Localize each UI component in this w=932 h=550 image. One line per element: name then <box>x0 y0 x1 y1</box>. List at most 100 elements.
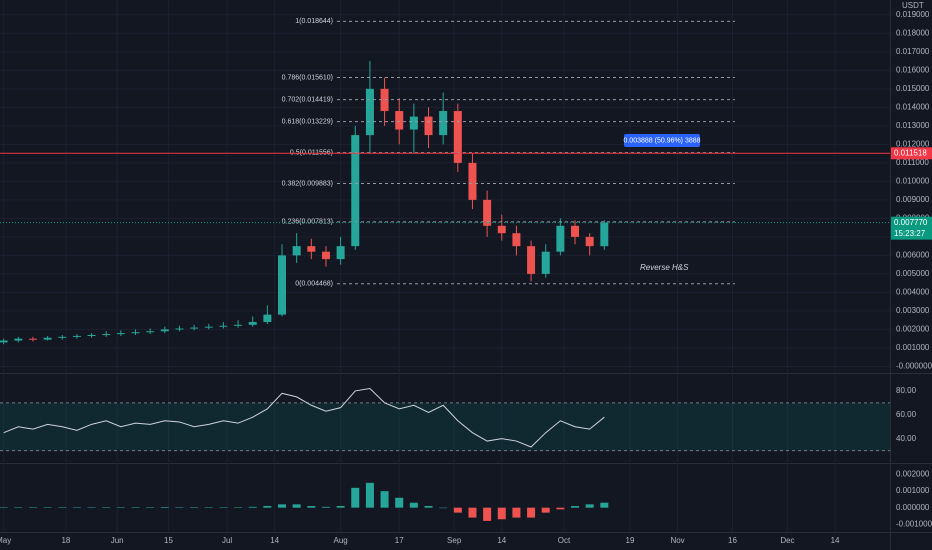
macd-histogram-bar <box>571 506 580 508</box>
candle-body <box>556 225 565 252</box>
y-tick-label: 0.013000 <box>896 121 930 130</box>
candle-body <box>278 255 287 315</box>
x-tick-label: Aug <box>334 536 348 545</box>
candle-body <box>190 327 199 329</box>
candle-body <box>483 199 492 226</box>
macd-histogram-bar <box>307 506 316 508</box>
candle-body <box>512 233 521 247</box>
y-tick-label: 0.006000 <box>896 251 930 260</box>
candle-body <box>204 326 213 328</box>
x-tick-label: 14 <box>270 536 279 545</box>
y-tick-label: 0.011000 <box>896 158 929 167</box>
y-tick-label: 0.018000 <box>896 28 930 37</box>
y-tick-label: 0.010000 <box>896 176 930 185</box>
x-tick-label: 19 <box>626 536 635 545</box>
macd-histogram-bar <box>497 507 506 520</box>
fib-level-label: 0.786(0.015610) <box>282 74 333 81</box>
macd-histogram-bar <box>175 507 184 508</box>
y-tick-label: 0.002000 <box>896 325 930 334</box>
x-tick-label: Oct <box>558 536 571 545</box>
y-tick-label: 0.002000 <box>896 470 930 479</box>
rsi-band <box>0 402 890 451</box>
y-tick-label: 0.009000 <box>896 195 930 204</box>
candle-body <box>395 111 404 130</box>
x-tick-label: May <box>0 536 11 545</box>
candle-body <box>219 325 228 327</box>
y-tick-label: 0.000000 <box>896 503 930 512</box>
countdown: 15:23:27 <box>894 229 926 238</box>
candle-body <box>571 225 580 237</box>
candle-body <box>116 333 125 335</box>
candle-body <box>58 336 67 338</box>
currency-label: USDT <box>902 1 924 10</box>
y-tick-label: -0.000000 <box>896 362 932 371</box>
macd-histogram-bar <box>351 487 360 508</box>
macd-histogram-bar <box>292 504 301 508</box>
fib-level-label: 0.618(0.013229) <box>282 118 333 125</box>
y-tick-label: 0.003000 <box>896 306 930 315</box>
candle-body <box>248 322 257 325</box>
x-tick-label: 14 <box>497 536 506 545</box>
candle-body <box>131 332 140 334</box>
macd-histogram-bar <box>102 507 111 508</box>
macd-histogram-bar <box>380 491 389 508</box>
x-tick-label: 16 <box>728 536 737 545</box>
x-tick-label: Jul <box>222 536 232 545</box>
candle-body <box>424 116 433 136</box>
macd-histogram-bar <box>585 504 594 508</box>
candle-body <box>351 135 360 247</box>
candle-body <box>336 246 345 260</box>
macd-histogram-bar <box>336 506 345 508</box>
y-tick-label: 0.017000 <box>896 47 930 56</box>
x-tick-label: Dec <box>780 536 794 545</box>
candle-body <box>527 246 536 274</box>
macd-histogram-bar <box>87 507 96 508</box>
x-tick-label: 15 <box>164 536 173 545</box>
candle-body <box>0 340 8 343</box>
macd-histogram-bar <box>14 507 23 508</box>
macd-histogram-bar <box>234 507 243 508</box>
candle-body <box>14 338 23 341</box>
position-label: 0.003888 (50.96%) 3888 <box>623 137 700 144</box>
last-price-bg <box>891 216 932 240</box>
x-tick-label: Sep <box>447 536 462 545</box>
fib-level-label: 0.236(0.007813) <box>282 219 333 226</box>
candle-body <box>307 246 316 252</box>
y-tick-label: 0.001000 <box>896 343 930 352</box>
macd-histogram-bar <box>278 504 287 508</box>
rsi-line <box>3 388 605 448</box>
y-tick-label: 80.00 <box>896 386 917 395</box>
y-tick-label: 60.00 <box>896 410 917 419</box>
y-tick-label: 0.019000 <box>896 10 930 19</box>
macd-histogram-bar <box>160 507 169 508</box>
candle-body <box>43 337 52 340</box>
position-label-bg <box>624 134 700 147</box>
macd-histogram-bar <box>190 507 199 508</box>
candle-body <box>28 338 37 340</box>
candle-body <box>292 246 301 256</box>
y-tick-label: 0.016000 <box>896 65 930 74</box>
candle-body <box>600 222 609 247</box>
fib-level-label: 0(0.004468) <box>295 281 333 288</box>
macd-histogram-bar <box>263 506 272 508</box>
macd-histogram-bar <box>131 507 140 508</box>
y-tick-label: 0.014000 <box>896 102 930 111</box>
y-tick-label: 0.012000 <box>896 139 930 148</box>
macd-histogram-bar <box>512 507 521 518</box>
macd-histogram-bar <box>0 507 8 508</box>
x-tick-label: Jun <box>111 536 124 545</box>
candle-body <box>72 335 81 337</box>
candle-body <box>102 334 111 336</box>
macd-histogram-bar <box>409 502 418 508</box>
macd-histogram-bar <box>395 497 404 508</box>
candle-body <box>263 314 272 323</box>
y-tick-label: 40.00 <box>896 434 917 443</box>
macd-histogram-bar <box>439 507 448 509</box>
candle-body <box>409 116 418 130</box>
y-tick-label: 0.005000 <box>896 269 930 278</box>
macd-histogram-bar <box>321 506 330 508</box>
macd-histogram-bar <box>248 506 257 508</box>
macd-histogram-bar <box>483 507 492 521</box>
macd-histogram-bar <box>58 507 67 508</box>
